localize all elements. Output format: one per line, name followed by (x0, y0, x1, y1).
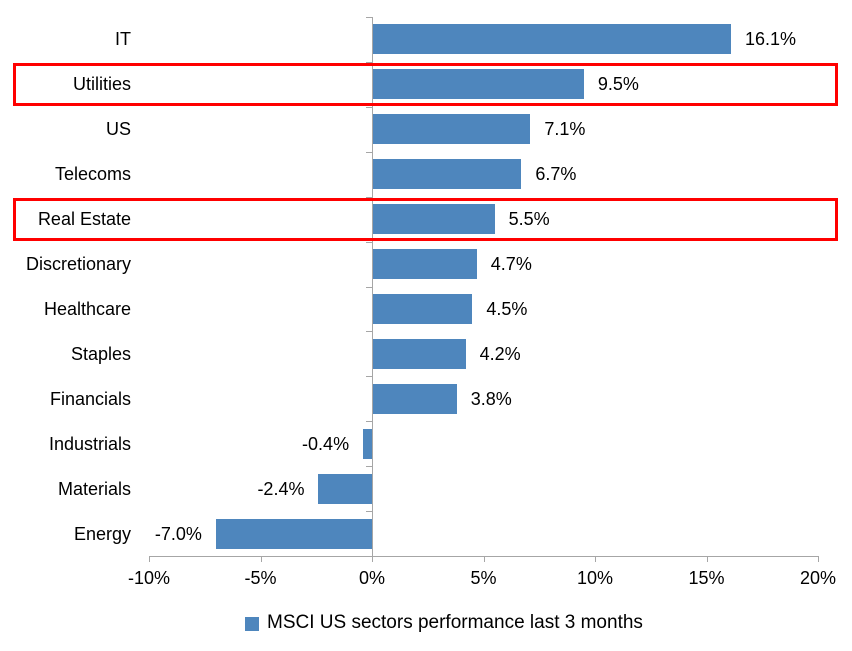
value-label: 6.7% (535, 164, 577, 185)
category-tick (366, 106, 372, 108)
bar (372, 69, 584, 100)
bar (372, 204, 495, 235)
x-axis-tick (149, 556, 150, 562)
bar (372, 24, 732, 55)
x-axis-tick (260, 556, 262, 562)
category-label: Industrials (48, 433, 131, 454)
legend-swatch-icon (245, 617, 259, 631)
category-tick (366, 286, 372, 288)
x-axis-tick (818, 556, 819, 562)
x-tick-label: 15% (688, 568, 725, 588)
category-label: Staples (70, 343, 131, 364)
value-label: 9.5% (597, 74, 639, 95)
category-label: Financials (49, 388, 131, 409)
x-tick-label: -5% (244, 568, 277, 588)
category-tick (366, 151, 372, 153)
bar (372, 159, 522, 190)
x-tick-label: 0% (358, 568, 385, 588)
bar (215, 518, 372, 549)
x-axis-tick (595, 556, 596, 562)
category-tick (366, 421, 372, 423)
x-tick-label: 5% (470, 568, 497, 588)
category-tick (366, 61, 372, 63)
value-label: 16.1% (745, 29, 797, 50)
legend-label: MSCI US sectors performance last 3 month… (267, 612, 643, 633)
category-tick (366, 196, 372, 198)
x-axis-tick (372, 556, 373, 562)
category-label: Telecoms (54, 164, 131, 185)
highlight-box (13, 62, 838, 106)
category-label: IT (115, 29, 131, 50)
category-tick (366, 331, 372, 333)
x-tick-label: 20% (799, 568, 837, 588)
bar (372, 383, 457, 414)
category-label: Materials (57, 478, 131, 499)
x-axis-tick (706, 556, 708, 562)
bar (372, 338, 466, 369)
value-label: -2.4% (257, 478, 305, 499)
bar (363, 428, 372, 459)
category-tick (366, 466, 372, 468)
bar (372, 249, 477, 280)
value-label: 3.8% (470, 388, 512, 409)
category-tick (366, 17, 372, 18)
x-tick-label: 10% (576, 568, 614, 588)
legend: MSCI US sectors performance last 3 month… (245, 608, 643, 638)
value-label: 4.5% (486, 298, 528, 319)
value-label: 4.2% (479, 343, 521, 364)
category-label: Discretionary (25, 254, 131, 275)
bar (372, 293, 473, 324)
category-tick (366, 376, 372, 378)
value-label: -7.0% (154, 523, 202, 544)
category-label: US (105, 119, 131, 140)
value-label: -0.4% (302, 433, 350, 454)
category-label: Real Estate (37, 209, 131, 230)
bar (318, 473, 372, 504)
category-tick (366, 241, 372, 243)
bar (372, 114, 531, 145)
value-label: 4.7% (490, 254, 532, 275)
category-label: Utilities (72, 74, 131, 95)
highlight-box (13, 197, 838, 241)
category-tick (366, 511, 372, 513)
category-label: Energy (73, 523, 131, 544)
x-axis-tick (483, 556, 485, 562)
y-axis-line (372, 17, 373, 556)
category-label: Healthcare (43, 298, 131, 319)
x-tick-label: -10% (127, 568, 171, 588)
category-tick (366, 556, 372, 557)
value-label: 7.1% (544, 119, 586, 140)
value-label: 5.5% (508, 209, 550, 230)
